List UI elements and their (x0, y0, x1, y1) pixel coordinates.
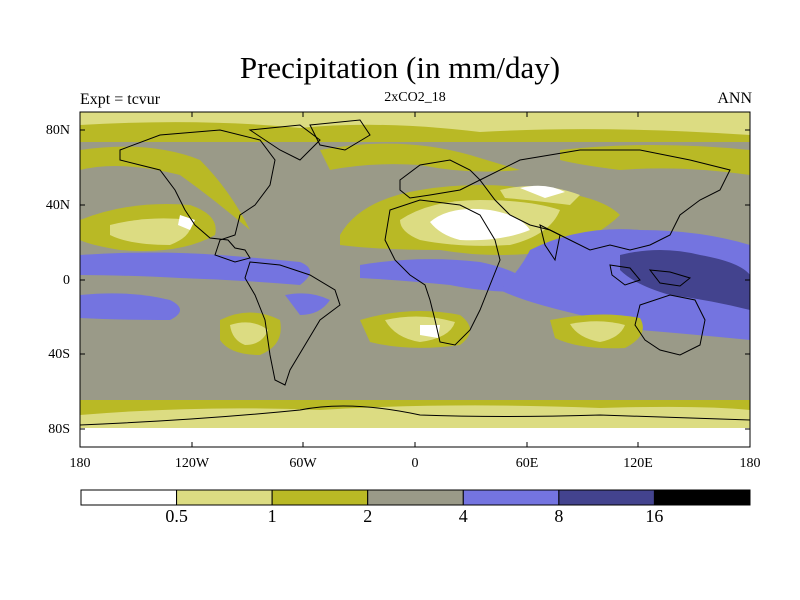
lon-tick-60e: 60E (515, 456, 539, 471)
period-label: ANN (717, 90, 752, 107)
map-title: Precipitation (in mm/day) (239, 50, 561, 85)
colorbar-swatch (176, 489, 273, 506)
colorbar (80, 489, 751, 506)
colorbar-label: 16 (645, 506, 664, 526)
colorbar-label: 1 (267, 506, 277, 526)
lon-tick-60w: 60W (289, 456, 317, 471)
lat-tick-0: 0 (63, 273, 70, 288)
colorbar-swatch (80, 489, 178, 506)
lon-tick-120w: 120W (174, 456, 210, 471)
lon-tick-0: 0 (411, 456, 419, 471)
colorbar-swatch (271, 489, 369, 506)
axis-ticks (80, 112, 750, 447)
colorbar-swatch (462, 489, 560, 506)
lat-tick-40s: 40S (48, 347, 70, 362)
experiment-label: Expt = tcvur (80, 91, 161, 108)
colorbar-label: 8 (554, 506, 564, 526)
colorbar-swatch (367, 489, 464, 506)
lon-tick-180w: 180 (69, 456, 91, 471)
lat-tick-80n: 80N (45, 123, 70, 138)
colorbar-label: 0.5 (165, 506, 188, 526)
lon-tick-180e: 180 (739, 456, 761, 471)
lon-tick-120e: 120E (623, 456, 653, 471)
precip-field (80, 112, 750, 447)
colorbar-label: 4 (458, 506, 468, 526)
colorbar-label: 2 (363, 506, 373, 526)
experiment-subtitle: 2xCO2_18 (384, 90, 446, 105)
lat-tick-40n: 40N (45, 198, 70, 213)
colorbar-swatch (653, 489, 751, 506)
lat-tick-80s: 80S (48, 422, 70, 437)
colorbar-swatch (558, 489, 655, 506)
coastlines (80, 119, 750, 426)
